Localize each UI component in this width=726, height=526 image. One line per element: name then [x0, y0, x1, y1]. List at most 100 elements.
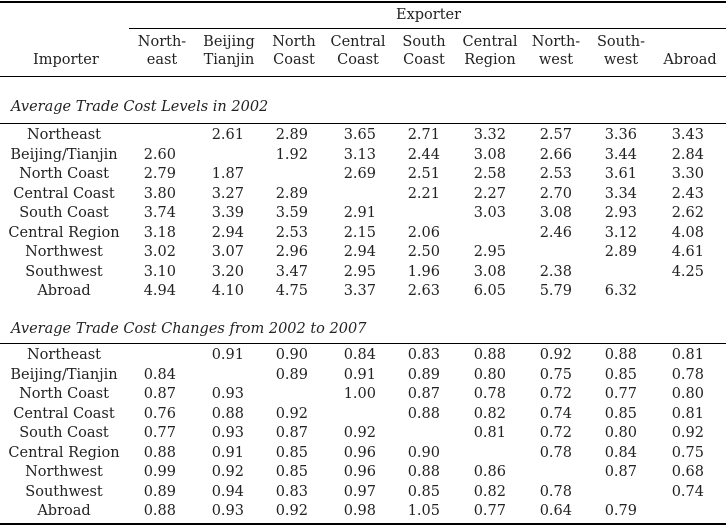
table-cell: 0.89 — [275, 366, 308, 383]
table-cell: 2.91 — [343, 205, 376, 221]
table-cell: 3.39 — [211, 205, 244, 221]
table-cell: 3.10 — [143, 263, 176, 280]
table-cell: 3.47 — [275, 263, 308, 280]
table-cell: 0.90 — [407, 444, 440, 461]
table-cell: 0.81 — [473, 425, 506, 441]
row-label: Northwest — [25, 244, 103, 260]
row-label: Northeast — [26, 347, 101, 363]
column-header-line: South- — [596, 34, 646, 50]
table-cell: 2.60 — [143, 146, 176, 163]
column-header-line: Central — [462, 34, 518, 50]
table-cell: 0.79 — [604, 503, 637, 519]
table-cell: 3.44 — [604, 146, 637, 163]
header-rule — [0, 76, 726, 77]
table-cell: 2.58 — [473, 166, 506, 182]
table-cell: 0.98 — [343, 503, 376, 519]
row-label: Central Region — [8, 224, 120, 241]
table-cell: 0.88 — [407, 464, 440, 480]
table-cell: 0.92 — [275, 405, 308, 422]
bottom-rule — [0, 523, 726, 525]
table-cell: 0.87 — [275, 425, 308, 441]
row-label: Northeast — [26, 127, 101, 143]
exporter-header: Exporter — [396, 7, 462, 23]
table-cell: 2.89 — [275, 185, 308, 202]
table-cell: 0.84 — [604, 444, 637, 461]
table-cell: 0.90 — [275, 347, 308, 363]
table-cell: 0.85 — [407, 483, 440, 500]
table-cell: 0.92 — [539, 347, 572, 363]
table-cell: 3.65 — [343, 127, 376, 143]
table-cell: 0.75 — [539, 366, 572, 383]
table-cell: 0.88 — [407, 405, 440, 422]
table-cell: 2.15 — [343, 224, 376, 241]
table-cell: 3.02 — [143, 244, 176, 260]
column-header-line: Beijing — [203, 34, 255, 50]
table-cell: 0.77 — [473, 503, 506, 519]
column-header-line: Region — [464, 52, 516, 68]
table-cell: 0.96 — [343, 444, 376, 461]
table-cell: 0.74 — [671, 483, 704, 500]
column-header-line: North- — [531, 34, 581, 50]
table-cell: 2.94 — [211, 224, 244, 241]
table-cell: 0.92 — [275, 503, 308, 519]
table-cell: 2.84 — [671, 146, 704, 163]
table-cell: 3.32 — [473, 127, 506, 143]
table-cell: 6.05 — [473, 283, 506, 299]
table-cell: 0.85 — [604, 405, 637, 422]
table-cell: 0.80 — [604, 425, 637, 441]
table-cell: 0.72 — [539, 386, 572, 402]
table-cell: 2.44 — [407, 146, 440, 163]
table-cell: 2.79 — [143, 166, 176, 182]
table-cell: 0.93 — [211, 425, 244, 441]
row-label: Southwest — [25, 483, 103, 500]
table-cell: 2.57 — [539, 127, 572, 143]
row-label: Southwest — [25, 263, 103, 280]
table-cell: 3.27 — [211, 185, 244, 202]
table-cell: 2.96 — [275, 244, 308, 260]
table-cell: 0.97 — [343, 483, 376, 500]
table-cell: 4.10 — [211, 283, 244, 299]
table-cell: 2.43 — [671, 185, 704, 202]
row-label: Beijing/Tianjin — [10, 366, 118, 383]
column-header-line: Coast — [273, 52, 315, 68]
table-cell: 0.87 — [604, 464, 637, 480]
table-cell: 2.89 — [604, 244, 637, 260]
table-cell: 0.77 — [604, 386, 637, 402]
row-label: Central Region — [8, 444, 120, 461]
table-cell: 0.92 — [343, 425, 376, 441]
table-cell: 1.92 — [275, 146, 308, 163]
table-cell: 0.84 — [143, 366, 176, 383]
table-cell: 0.78 — [539, 483, 572, 500]
table-cell: 3.12 — [604, 224, 637, 241]
row-label: Abroad — [37, 503, 91, 519]
table-cell: 2.89 — [275, 127, 308, 143]
table-cell: 3.37 — [343, 283, 376, 299]
table-cell: 2.66 — [539, 146, 572, 163]
table-cell: 0.68 — [671, 464, 704, 480]
table-cell: 3.74 — [143, 205, 176, 221]
table-cell: 0.93 — [211, 503, 244, 519]
column-header-line: Coast — [337, 52, 379, 68]
section1-rule — [0, 123, 726, 124]
table-cell: 0.87 — [407, 386, 440, 402]
table-cell: 2.21 — [407, 185, 440, 202]
table-cell: 2.50 — [407, 244, 440, 260]
table-cell: 4.94 — [143, 283, 176, 299]
table-cell: 0.83 — [275, 483, 308, 500]
table-cell: 1.05 — [407, 503, 440, 519]
table-cell: 3.07 — [211, 244, 244, 260]
table-cell: 0.88 — [604, 347, 637, 363]
table-cell: 3.13 — [343, 146, 376, 163]
table-cell: 0.85 — [275, 444, 308, 461]
row-label: Central Coast — [13, 405, 115, 422]
table-cell: 3.08 — [473, 263, 506, 280]
table-cell: 2.46 — [539, 224, 572, 241]
table-cell: 1.96 — [407, 263, 440, 280]
table-cell: 2.38 — [539, 263, 572, 280]
table-cell: 0.94 — [211, 483, 244, 500]
column-header-line: North — [272, 34, 316, 50]
table-cell: 0.93 — [211, 386, 244, 402]
table-cell: 3.36 — [604, 127, 637, 143]
table-cell: 4.08 — [671, 224, 704, 241]
